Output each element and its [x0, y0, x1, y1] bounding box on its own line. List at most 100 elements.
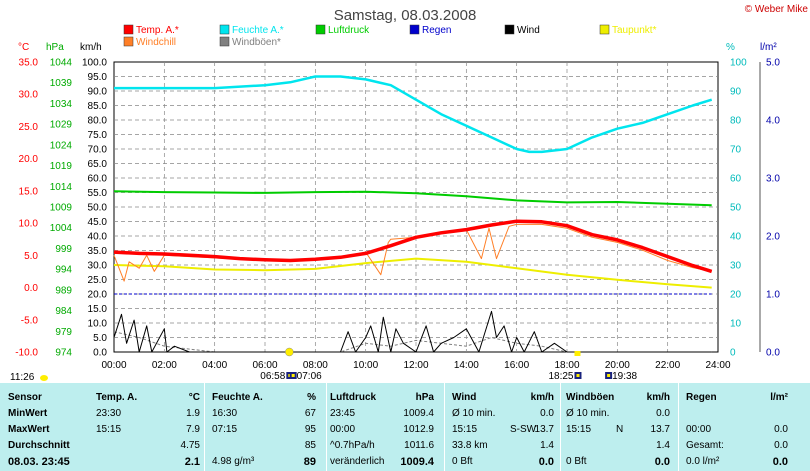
rain-unit-label: l/m²: [760, 42, 777, 53]
temp-value: 4.75: [180, 440, 200, 451]
x-tick-label: 08:00: [303, 360, 328, 371]
wind-value: 0.0: [538, 456, 554, 468]
pressure-time: 23:45: [330, 408, 356, 419]
sun-times: 11:26 06:58 07:06 18:25 19:38: [10, 347, 638, 383]
sun-marker-dot: [291, 374, 295, 377]
wind-tick-label: 65.0: [88, 159, 108, 170]
legend-swatch: [409, 24, 420, 35]
pressure-tick-label: 1044: [50, 58, 73, 69]
humidity-value: 89: [303, 456, 316, 468]
temp-tick-label: 20.0: [19, 154, 39, 165]
humidity-tick-label: 40: [730, 232, 742, 243]
sun-marker-dot: [576, 374, 580, 377]
sun-time-label: 07:06: [297, 371, 322, 382]
daylight-label: 11:26: [10, 372, 35, 383]
legend-swatch: [123, 36, 134, 47]
header-pressure-unit: hPa: [415, 392, 434, 403]
humidity-tick-label: 100: [730, 58, 747, 69]
legend-swatch: [315, 24, 326, 35]
wind-info: 0 Bft: [452, 456, 473, 467]
chart-title: Samstag, 08.03.2008: [334, 7, 477, 24]
legend-label: Windböen*: [232, 37, 281, 48]
humidity-tick-label: 20: [730, 290, 742, 301]
humidity-time: 16:30: [212, 408, 238, 419]
humidity-tick-label: 50: [730, 203, 742, 214]
wind-tick-label: 30.0: [88, 261, 108, 272]
temp-tick-label: 35.0: [19, 58, 39, 69]
x-tick-label: 00:00: [101, 360, 126, 371]
rain-value: 0.0: [774, 440, 788, 451]
wind-tick-label: 85.0: [88, 101, 108, 112]
temp-tick-label: 30.0: [19, 90, 39, 101]
rain-tick-label: 3.0: [766, 174, 780, 185]
rain-value: 0.0: [772, 456, 788, 468]
sun-time-label: 06:58: [260, 371, 285, 382]
legend-label: Taupunkt*: [612, 25, 657, 36]
copyright-text: © Weber Mike: [745, 4, 809, 15]
series-line-windchill: [113, 223, 712, 282]
pressure-time: 00:00: [330, 424, 356, 435]
x-tick-label: 04:00: [202, 360, 227, 371]
legend-label: Windchill: [136, 37, 176, 48]
temp-value: 1.9: [186, 408, 200, 419]
pressure-tick-label: 1029: [50, 120, 73, 131]
wind-tick-label: 60.0: [88, 174, 108, 185]
x-tick-label: 12:00: [403, 360, 428, 371]
pressure-time: ^0.7hPa/h: [330, 440, 375, 451]
pressure-tick-label: 989: [55, 285, 72, 296]
humidity-tick-label: 10: [730, 319, 742, 330]
gust-info: Ø 10 min.: [566, 408, 610, 419]
humidity-tick-label: 90: [730, 87, 742, 98]
temp-unit-label: °C: [18, 42, 29, 53]
temp-tick-label: -10.0: [15, 348, 38, 359]
stats-table: [0, 383, 810, 471]
legend-swatch: [599, 24, 610, 35]
legend-label: Luftdruck: [328, 25, 370, 36]
header-wind: Wind: [452, 392, 477, 403]
x-tick-label: 24:00: [705, 360, 730, 371]
gust-value: 1.4: [656, 440, 670, 451]
rain-tick-label: 4.0: [766, 116, 780, 127]
pressure-value: 1009.4: [403, 408, 434, 419]
legend-swatch: [123, 24, 134, 35]
column-divider: [204, 383, 205, 471]
wind-tick-label: 95.0: [88, 72, 108, 83]
pressure-value: 1011.6: [404, 440, 434, 451]
pressure-tick-label: 984: [55, 306, 72, 317]
sun-time-label: 19:38: [612, 371, 637, 382]
column-divider: [326, 383, 327, 471]
header-humidity-unit: %: [307, 392, 316, 403]
humidity-tick-label: 70: [730, 145, 742, 156]
sun-marker-dot: [607, 374, 611, 377]
pressure-tick-label: 999: [55, 244, 72, 255]
pressure-tick-label: 1024: [50, 140, 73, 151]
pressure-tick-label: 1019: [50, 161, 73, 172]
temp-tick-label: 5.0: [24, 251, 38, 262]
weather-chart: Samstag, 08.03.2008 © Weber Mike Temp. A…: [10, 4, 809, 383]
humidity-time: 4.98 g/m³: [212, 456, 255, 467]
gust-value: 0.0: [654, 456, 670, 468]
pressure-value: 1012.9: [403, 424, 434, 435]
x-tick-label: 22:00: [655, 360, 680, 371]
wind-info: Ø 10 min.: [452, 408, 496, 419]
gust-info: 0 Bft: [566, 456, 587, 467]
x-tick-label: 18:00: [554, 360, 579, 371]
gust-direction: N: [616, 424, 624, 435]
gust-info: 15:15: [566, 424, 592, 435]
column-divider: [560, 383, 561, 471]
x-tick-label: 02:00: [152, 360, 177, 371]
temp-tick-label: 10.0: [19, 219, 39, 230]
temp-tick-label: -5.0: [21, 315, 39, 326]
wind-value: 1.4: [540, 440, 554, 451]
header-humidity: Feuchte A.: [212, 392, 263, 403]
header-sensor: Sensor: [8, 392, 42, 403]
legend: Temp. A.* Feuchte A.* Luftdruck Regen Wind Ta…: [123, 24, 657, 48]
humidity-tick-label: 60: [730, 174, 742, 185]
wind-value: 13.7: [534, 424, 554, 435]
series-line-temp-a: [113, 219, 713, 274]
wind-tick-label: 100.0: [82, 58, 107, 69]
series-line-luftdruck: [113, 190, 712, 207]
temp-time: 23:30: [96, 408, 122, 419]
axis-units: °C hPa km/h % l/m²: [18, 42, 777, 53]
wind-tick-label: 35.0: [88, 246, 108, 257]
